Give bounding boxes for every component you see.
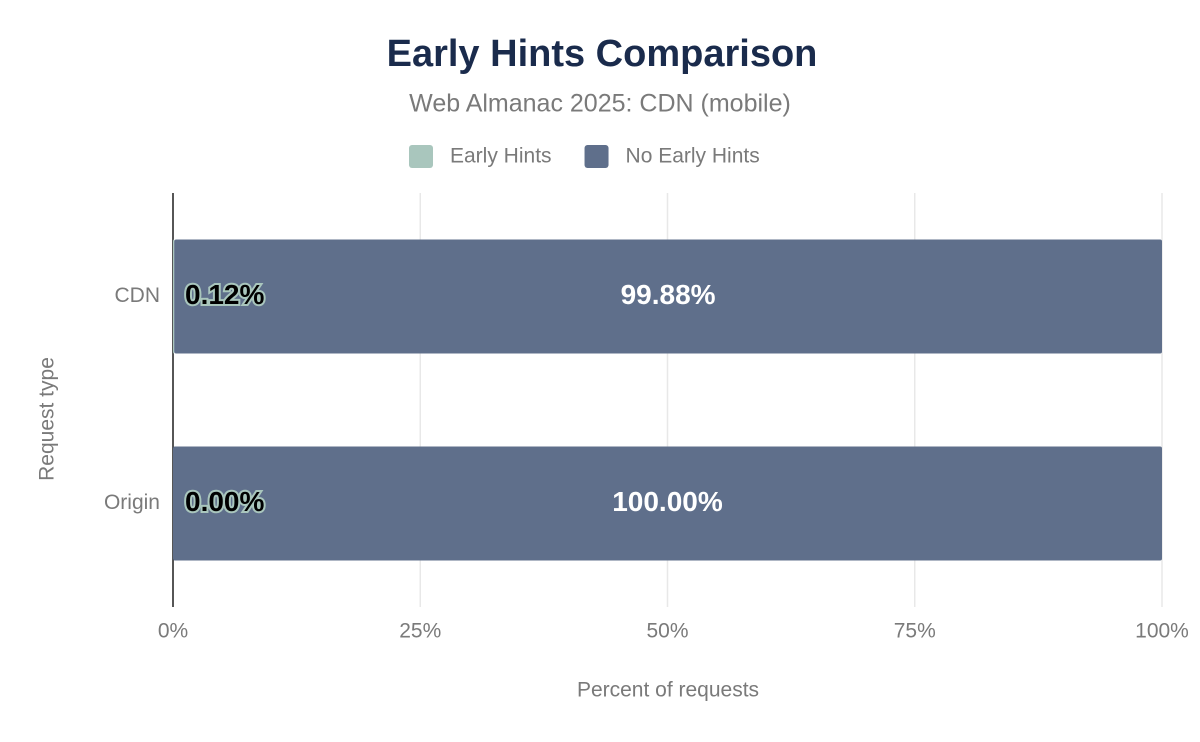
y-tick-label: CDN: [115, 284, 161, 307]
y-axis-title: Request type: [36, 357, 59, 481]
legend-swatch: [584, 145, 609, 168]
y-tick-label: Origin: [104, 491, 160, 514]
x-tick-label: 0%: [158, 620, 188, 643]
data-label: 99.88%: [621, 279, 716, 310]
bar-segment: [174, 239, 1163, 354]
x-tick-label: 100%: [1135, 620, 1189, 643]
bar-segment: [173, 446, 1162, 561]
data-label: 100.00%: [612, 486, 723, 517]
x-tick-label: 75%: [894, 620, 936, 643]
chart-title: Early Hints Comparison: [387, 33, 818, 75]
legend-label: Early Hints: [450, 145, 552, 168]
data-label: 0.12%: [185, 279, 264, 310]
bar-segment: [173, 239, 175, 354]
legend-label: No Early Hints: [626, 145, 760, 168]
chart-subtitle: Web Almanac 2025: CDN (mobile): [409, 90, 791, 118]
x-tick-label: 50%: [646, 620, 688, 643]
x-tick-label: 25%: [399, 620, 441, 643]
legend-swatch: [409, 145, 433, 168]
data-label: 0.00%: [185, 486, 264, 517]
x-axis-title: Percent of requests: [577, 679, 759, 702]
